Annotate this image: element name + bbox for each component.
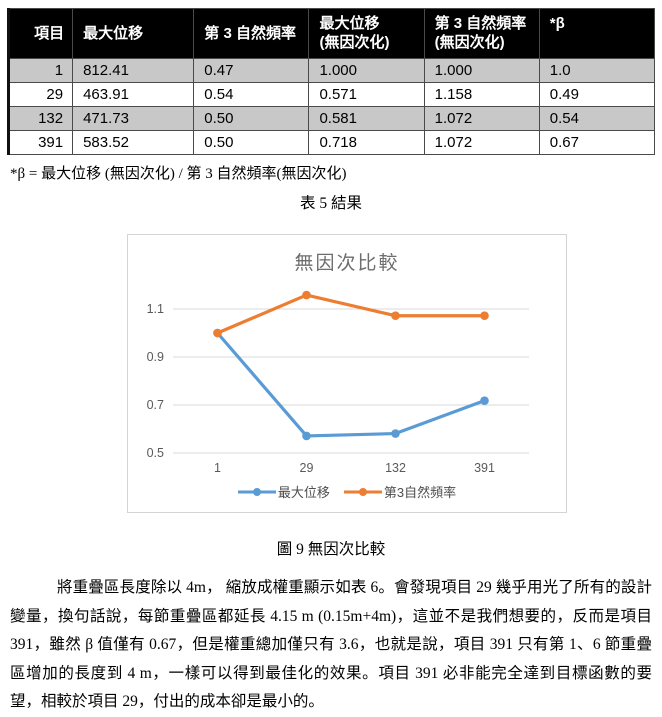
cell-3rd-natural-frequency: 0.50 [193,106,310,131]
data-point-marker [213,328,222,338]
table-header-row: 項目 最大位移 第 3 自然頻率 最大位移 (無因次化) 第 3 自然頻率 (無因次… [7,8,656,59]
table-row: 1 812.41 0.47 1.000 1.000 1.0 [7,58,656,83]
cell-max-displacement: 471.73 [72,106,195,131]
chart-legend: 最大位移 第3自然頻率 [128,482,566,501]
col-header-beta: *β [538,8,656,59]
y-tick-label: 0.9 [147,350,164,364]
col-header-max-displacement-dimensionless: 最大位移 (無因次化) [308,8,425,59]
table-caption: 表 5 結果 [299,195,362,212]
cell-beta: 0.54 [538,106,656,131]
cell-max-displacement: 583.52 [72,130,195,155]
legend-item: 最大位移 [237,482,330,501]
cell-beta: 0.49 [538,82,656,107]
table-row: 391 583.52 0.50 0.718 1.072 0.67 [7,130,656,155]
cell-3rd-natural-frequency-dimensionless: 1.072 [423,106,540,131]
data-point-marker [302,431,311,441]
cell-max-displacement-dimensionless: 0.718 [308,130,425,155]
x-tick-label: 132 [385,461,406,475]
data-point-marker [480,311,489,321]
legend-line-marker-icon [343,487,382,496]
col-header-item-id: 項目 [7,8,74,59]
data-point-marker [302,290,311,300]
cell-max-displacement: 812.41 [72,58,195,83]
legend-item: 第3自然頻率 [343,482,457,501]
table-row: 29 463.91 0.54 0.571 1.158 0.49 [7,82,656,107]
cell-beta: 1.0 [538,58,656,83]
data-point-marker [391,429,400,438]
results-table: 項目 最大位移 第 3 自然頻率 最大位移 (無因次化) 第 3 自然頻率 (無因次… [7,8,656,155]
col-header-3rd-natural-frequency: 第 3 自然頻率 [193,8,310,59]
cell-item-id: 1 [7,58,74,83]
table-row: 132 471.73 0.50 0.581 1.072 0.54 [7,106,656,131]
data-point-marker [480,396,489,405]
cell-item-id: 391 [7,130,74,155]
cell-3rd-natural-frequency: 0.50 [193,130,310,155]
x-tick-label: 391 [474,461,495,475]
beta-definition-note: *β = 最大位移 (無因次化) / 第 3 自然頻率(無因次化) [10,166,347,182]
cell-3rd-natural-frequency-dimensionless: 1.072 [423,130,540,155]
cell-3rd-natural-frequency: 0.47 [193,58,310,83]
series-line [215,293,487,335]
cell-item-id: 29 [7,82,74,107]
x-tick-label: 29 [300,461,314,475]
cell-3rd-natural-frequency: 0.54 [193,82,310,107]
comparison-chart: 0.5 0.7 0.9 1.1 1 29 132 391 無因次比較 最大位移 第3自然頻率 [127,234,567,513]
cell-max-displacement-dimensionless: 1.000 [308,58,425,83]
cell-beta: 0.67 [538,130,656,155]
cell-max-displacement-dimensionless: 0.571 [308,82,425,107]
cell-max-displacement-dimensionless: 0.581 [308,106,425,131]
cell-3rd-natural-frequency-dimensionless: 1.000 [423,58,540,83]
cell-max-displacement: 463.91 [72,82,195,107]
comparison-chart-plot: 0.5 0.7 0.9 1.1 1 29 132 391 [147,290,529,475]
data-point-marker [391,311,400,321]
y-tick-label: 0.5 [147,446,164,460]
figure-caption: 圖 9 無因次比較 [276,541,386,558]
y-tick-label: 1.1 [147,302,164,316]
series-line [215,331,487,438]
legend-label: 最大位移 [277,485,330,500]
legend-line-marker-icon [237,487,276,496]
legend-label: 第3自然頻率 [383,485,457,500]
x-tick-label: 1 [214,461,221,475]
cell-3rd-natural-frequency-dimensionless: 1.158 [423,82,540,107]
cell-item-id: 132 [7,106,74,131]
body-paragraph: 將重疊區長度除以 4m， 縮放成權重顯示如表 6。會發現項目 29 幾乎用光了所… [10,579,652,710]
col-header-max-displacement: 最大位移 [72,8,195,59]
y-tick-label: 0.7 [147,398,164,412]
col-header-3rd-natural-frequency-dimensionless: 第 3 自然頻率 (無因次化) [423,8,540,59]
chart-title: 無因次比較 [294,253,400,274]
